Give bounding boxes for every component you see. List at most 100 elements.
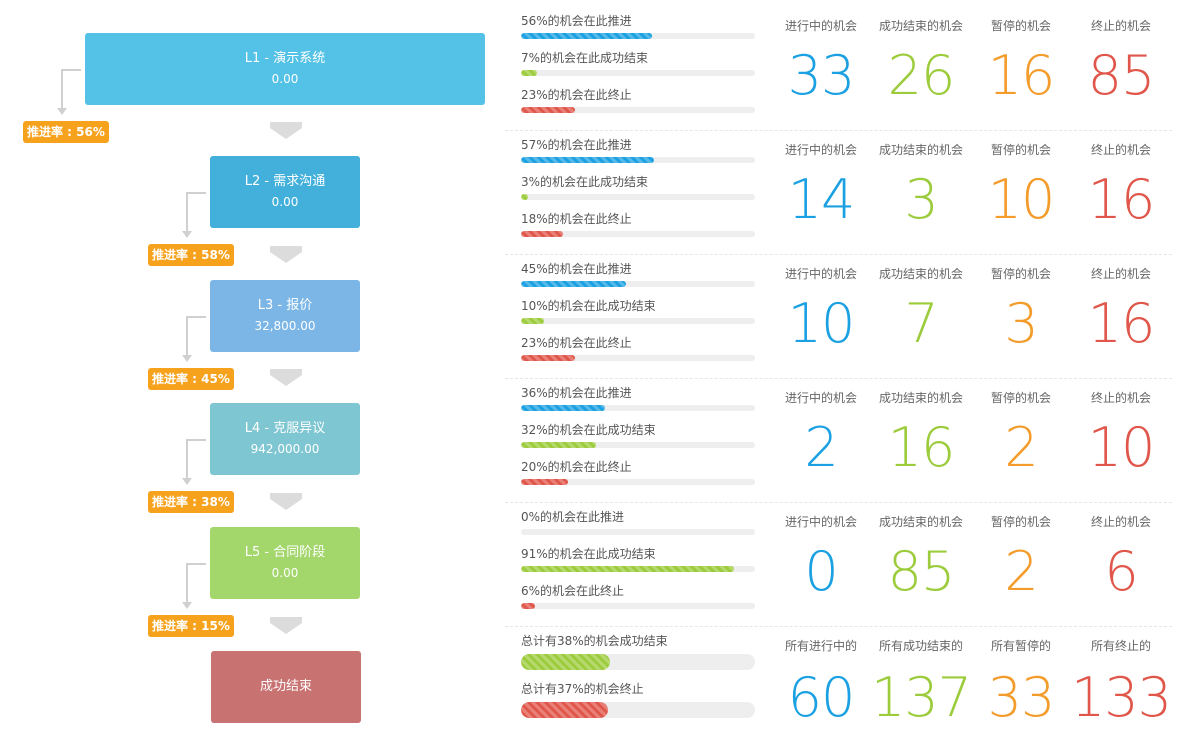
funnel-stage-success[interactable]: 成功结束 bbox=[211, 651, 361, 723]
stage-amount: 32,800.00 bbox=[254, 319, 316, 333]
progress-fill bbox=[521, 157, 655, 163]
connector-line bbox=[186, 439, 206, 441]
stage-amount: 0.00 bbox=[271, 72, 299, 86]
row-divider bbox=[505, 502, 1172, 503]
stage-amount: 942,000.00 bbox=[250, 442, 320, 456]
stat-count-paused: 2 bbox=[1004, 416, 1038, 479]
stage-name: L1 - 演示系统 bbox=[244, 51, 326, 66]
down-arrow-icon bbox=[270, 493, 302, 510]
advance-rate-badge: 推进率 : 56% bbox=[23, 121, 109, 143]
stat-title-success: 成功结束的机会 bbox=[878, 19, 963, 33]
stage-name: L2 - 需求沟通 bbox=[244, 174, 326, 189]
connector-line bbox=[61, 69, 63, 109]
total-count-in-progress: 60 bbox=[787, 666, 856, 729]
progress-bar bbox=[521, 566, 755, 572]
progress-bar bbox=[521, 33, 755, 39]
funnel-stage-l2[interactable]: L2 - 需求沟通 0.00 bbox=[210, 156, 360, 228]
stat-title-paused: 暂停的机会 bbox=[990, 143, 1051, 157]
progress-label: 23%的机会在此终止 bbox=[521, 336, 632, 350]
connector-arrow-icon bbox=[182, 478, 192, 485]
progress-bar bbox=[521, 405, 755, 411]
progress-label: 6%的机会在此终止 bbox=[521, 584, 625, 598]
progress-fill bbox=[521, 566, 734, 572]
stat-title-in-progress: 进行中的机会 bbox=[784, 391, 857, 405]
advance-rate-badge: 推进率 : 58% bbox=[148, 244, 234, 266]
funnel-stage-l3[interactable]: L3 - 报价 32,800.00 bbox=[210, 280, 360, 352]
progress-fill bbox=[521, 231, 564, 237]
progress-fill bbox=[521, 194, 529, 200]
progress-label: 32%的机会在此成功结束 bbox=[521, 423, 656, 437]
stat-title-in-progress: 进行中的机会 bbox=[784, 19, 857, 33]
stat-count-in-progress: 0 bbox=[804, 540, 838, 603]
stat-count-terminated: 6 bbox=[1104, 540, 1138, 603]
progress-bar bbox=[521, 70, 755, 76]
stat-title-terminated: 终止的机会 bbox=[1090, 391, 1151, 405]
stat-title-success: 成功结束的机会 bbox=[878, 143, 963, 157]
stat-count-terminated: 10 bbox=[1087, 416, 1156, 479]
progress-bar bbox=[521, 318, 755, 324]
connector-arrow-icon bbox=[182, 602, 192, 609]
stage-amount: 0.00 bbox=[271, 566, 299, 580]
progress-fill bbox=[521, 405, 606, 411]
progress-bar bbox=[521, 479, 755, 485]
stat-count-success: 7 bbox=[904, 292, 938, 355]
down-arrow-icon bbox=[270, 122, 302, 139]
stat-title-in-progress: 进行中的机会 bbox=[784, 267, 857, 281]
progress-label: 18%的机会在此终止 bbox=[521, 212, 632, 226]
stage-name: L4 - 克服异议 bbox=[244, 421, 326, 436]
connector-arrow-icon bbox=[57, 108, 67, 115]
total-progress-bar bbox=[521, 654, 755, 670]
stat-title-paused: 暂停的机会 bbox=[990, 391, 1051, 405]
stat-count-in-progress: 10 bbox=[787, 292, 856, 355]
down-arrow-icon bbox=[270, 246, 302, 263]
advance-rate-badge: 推进率 : 38% bbox=[148, 491, 234, 513]
progress-fill bbox=[521, 355, 575, 361]
connector-line bbox=[186, 192, 206, 194]
stat-title-paused: 暂停的机会 bbox=[990, 267, 1051, 281]
stage-name: L5 - 合同阶段 bbox=[244, 545, 326, 560]
stat-title-success: 成功结束的机会 bbox=[878, 515, 963, 529]
stat-count-paused: 10 bbox=[987, 168, 1056, 231]
stat-title-terminated: 终止的机会 bbox=[1090, 267, 1151, 281]
progress-bar bbox=[521, 442, 755, 448]
progress-fill bbox=[521, 70, 538, 76]
total-count-success: 137 bbox=[870, 666, 972, 729]
progress-label: 57%的机会在此推进 bbox=[521, 138, 632, 152]
stat-count-in-progress: 2 bbox=[804, 416, 838, 479]
total-title-in-progress: 所有进行中的 bbox=[784, 639, 857, 653]
stat-count-in-progress: 33 bbox=[787, 44, 856, 107]
progress-bar bbox=[521, 603, 755, 609]
down-arrow-icon bbox=[270, 369, 302, 386]
progress-label: 3%的机会在此成功结束 bbox=[521, 175, 649, 189]
row-divider bbox=[505, 254, 1172, 255]
progress-label: 91%的机会在此成功结束 bbox=[521, 547, 656, 561]
progress-bar bbox=[521, 231, 755, 237]
funnel-stage-l1[interactable]: L1 - 演示系统 0.00 bbox=[85, 33, 485, 105]
stat-title-in-progress: 进行中的机会 bbox=[784, 143, 857, 157]
stat-title-terminated: 终止的机会 bbox=[1090, 143, 1151, 157]
connector-line bbox=[186, 192, 188, 232]
stat-title-in-progress: 进行中的机会 bbox=[784, 515, 857, 529]
stage-amount: 0.00 bbox=[271, 195, 299, 209]
progress-fill bbox=[521, 603, 536, 609]
progress-label: 56%的机会在此推进 bbox=[521, 14, 632, 28]
progress-label: 7%的机会在此成功结束 bbox=[521, 51, 649, 65]
connector-line bbox=[186, 563, 188, 603]
total-progress-fill bbox=[521, 654, 610, 670]
stat-count-success: 26 bbox=[887, 44, 956, 107]
progress-fill bbox=[521, 318, 545, 324]
progress-bar bbox=[521, 194, 755, 200]
funnel-stage-l4[interactable]: L4 - 克服异议 942,000.00 bbox=[210, 403, 360, 475]
connector-arrow-icon bbox=[182, 355, 192, 362]
stage-name: 成功结束 bbox=[259, 679, 312, 694]
advance-rate-badge: 推进率 : 45% bbox=[148, 368, 234, 390]
progress-fill bbox=[521, 442, 596, 448]
funnel-stage-l5[interactable]: L5 - 合同阶段 0.00 bbox=[210, 527, 360, 599]
stage-name: L3 - 报价 bbox=[257, 298, 313, 313]
total-count-terminated: 133 bbox=[1070, 666, 1172, 729]
connector-line bbox=[186, 439, 188, 479]
progress-bar bbox=[521, 157, 755, 163]
connector-arrow-icon bbox=[182, 231, 192, 238]
stat-title-success: 成功结束的机会 bbox=[878, 267, 963, 281]
total-title-success: 所有成功结束的 bbox=[878, 639, 963, 653]
